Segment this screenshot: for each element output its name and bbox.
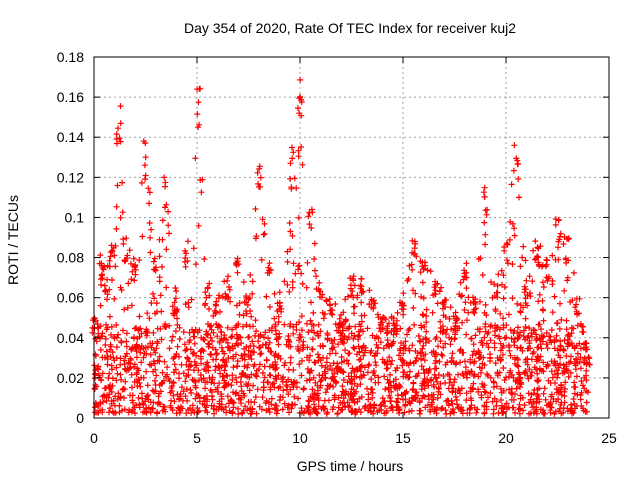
x-tick-label: 5 bbox=[193, 430, 201, 446]
x-tick-label: 15 bbox=[395, 430, 411, 446]
y-tick-label: 0.06 bbox=[57, 290, 84, 306]
y-tick-label: 0.12 bbox=[57, 169, 84, 185]
chart-title: Day 354 of 2020, Rate Of TEC Index for r… bbox=[184, 20, 516, 36]
plot-frame bbox=[93, 56, 610, 419]
y-tick-label: 0.04 bbox=[57, 330, 84, 346]
y-tick-label: 0.1 bbox=[65, 209, 85, 225]
x-tick-label: 10 bbox=[292, 430, 308, 446]
y-tick-label: 0.16 bbox=[57, 89, 84, 105]
y-tick-label: 0.08 bbox=[57, 250, 84, 266]
grid-lines bbox=[94, 57, 609, 418]
y-tick-label: 0.02 bbox=[57, 370, 84, 386]
data-points bbox=[89, 76, 593, 417]
x-axis-label: GPS time / hours bbox=[297, 458, 404, 474]
plus-markers bbox=[89, 76, 593, 417]
y-tick-label: 0 bbox=[76, 410, 84, 426]
x-tick-label: 0 bbox=[90, 430, 98, 446]
y-tick-label: 0.18 bbox=[57, 49, 84, 65]
y-tick-label: 0.14 bbox=[57, 129, 84, 145]
y-axis-label: ROTI / TECUs bbox=[5, 195, 21, 285]
x-tick-label: 25 bbox=[601, 430, 617, 446]
axis-ticks bbox=[93, 56, 610, 419]
x-tick-label: 20 bbox=[498, 430, 514, 446]
